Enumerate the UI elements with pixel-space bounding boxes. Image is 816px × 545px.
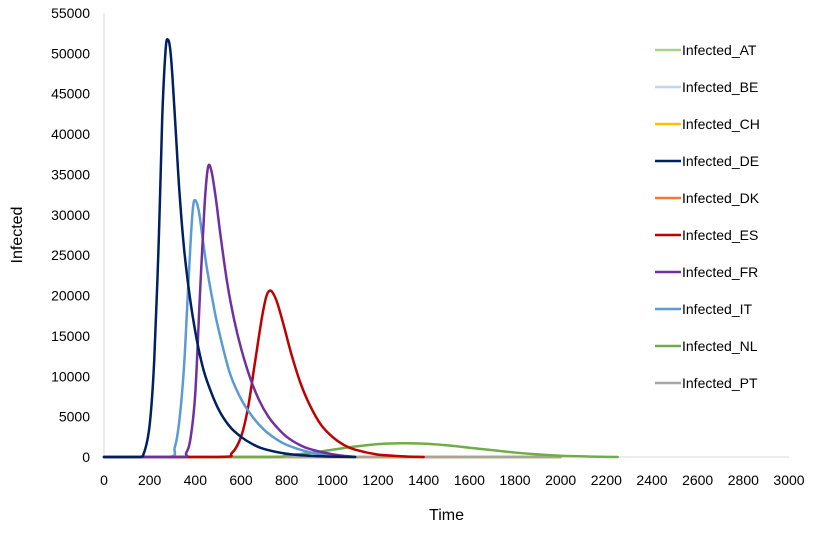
y-tick-label: 55000	[51, 5, 90, 21]
legend-label-infected-at: Infected_AT	[682, 42, 757, 58]
y-tick-label: 40000	[51, 126, 90, 142]
legend: Infected_AT Infected_BE Infected_CH Infecte…	[655, 42, 760, 391]
legend-label-infected-pt: Infected_PT	[682, 375, 758, 391]
legend-label-infected-es: Infected_ES	[682, 227, 758, 243]
y-tick-label: 5000	[59, 409, 90, 425]
series-line-infected-es	[102, 289, 425, 459]
x-tick-label: 800	[275, 472, 299, 488]
series-lines	[102, 38, 619, 459]
y-tick-label: 35000	[51, 166, 90, 182]
x-tick-label: 0	[100, 472, 108, 488]
y-tick-label: 45000	[51, 86, 90, 102]
y-tick-label: 20000	[51, 288, 90, 304]
x-tick-label: 1400	[408, 472, 439, 488]
legend-label-infected-ch: Infected_CH	[682, 116, 760, 132]
y-tick-label: 50000	[51, 45, 90, 61]
y-tick-label: 15000	[51, 328, 90, 344]
x-tick-label: 2200	[591, 472, 622, 488]
x-axis-title: Time	[429, 507, 464, 524]
legend-label-infected-de: Infected_DE	[682, 153, 759, 169]
series-line-infected-de	[102, 38, 357, 459]
y-axis-title: Infected	[9, 207, 26, 264]
legend-label-infected-fr: Infected_FR	[682, 264, 758, 280]
legend-label-infected-dk: Infected_DK	[682, 190, 760, 206]
y-tick-label: 25000	[51, 247, 90, 263]
x-tick-label: 2600	[682, 472, 713, 488]
x-tick-label: 2400	[636, 472, 667, 488]
x-tick-label: 3000	[773, 472, 804, 488]
x-tick-label: 2800	[728, 472, 759, 488]
y-tick-label: 0	[82, 449, 90, 465]
x-tick-label: 400	[184, 472, 208, 488]
x-tick-label: 1200	[362, 472, 393, 488]
legend-label-infected-be: Infected_BE	[682, 79, 758, 95]
x-tick-label: 200	[138, 472, 162, 488]
x-tick-label: 600	[229, 472, 253, 488]
x-tick-label: 1000	[317, 472, 348, 488]
series-line-infected-fr	[102, 163, 357, 459]
legend-label-infected-it: Infected_IT	[682, 301, 752, 317]
y-tick-labels: 0 5000 10000 15000 20000 25000 30000 35000 40000…	[51, 5, 90, 465]
x-tick-label: 1600	[454, 472, 485, 488]
y-tick-label: 10000	[51, 368, 90, 384]
legend-label-infected-nl: Infected_NL	[682, 338, 758, 354]
y-tick-label: 30000	[51, 207, 90, 223]
series-line-infected-it	[102, 198, 357, 459]
x-tick-label: 1800	[499, 472, 530, 488]
x-tick-labels: 0 200 400 600 800 1000 1200 1400 1600 1800 2000 220…	[100, 472, 805, 488]
x-tick-label: 2000	[545, 472, 576, 488]
